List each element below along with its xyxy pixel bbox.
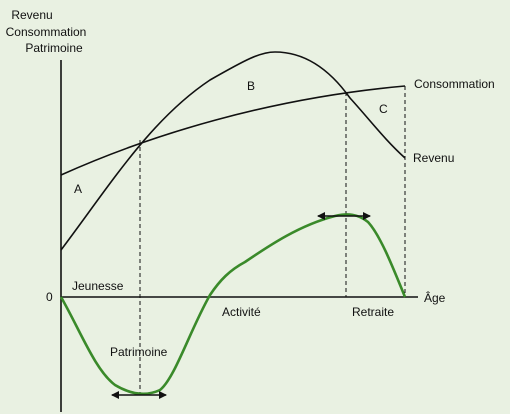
- consumption-label: Consommation: [414, 77, 495, 91]
- wealth-curve: [59, 213, 407, 396]
- x-axis-label: Âge: [424, 290, 446, 305]
- income-curve: [60, 51, 406, 251]
- phase-activity-label: Activité: [222, 305, 261, 319]
- region-b-label: B: [247, 79, 255, 93]
- region-c-label: C: [379, 102, 388, 116]
- y-axis-label-consommation: Consommation: [6, 25, 87, 39]
- y-axis-label-revenu: Revenu: [11, 8, 52, 22]
- phase-retirement-label: Retraite: [352, 305, 394, 319]
- y-axis-label-patrimoine: Patrimoine: [25, 41, 83, 55]
- region-a-label: A: [74, 182, 82, 196]
- phase-youth-label: Jeunesse: [72, 279, 124, 293]
- origin-label: 0: [46, 290, 53, 304]
- income-label: Revenu: [413, 151, 454, 165]
- consumption-curve: [60, 85, 406, 176]
- wealth-label: Patrimoine: [110, 345, 168, 359]
